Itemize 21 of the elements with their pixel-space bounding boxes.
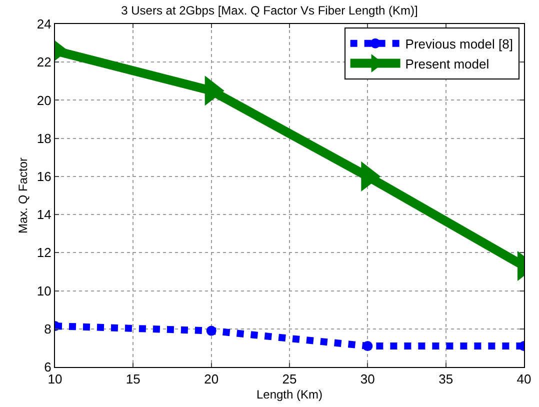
y-tick-label: 12 [36,245,52,260]
y-tick-label: 16 [36,168,52,184]
x-tick-label: 20 [204,372,219,387]
x-tick-label: 25 [282,372,297,387]
y-tick-label: 20 [36,92,52,108]
y-axis-title: Max. Q Factor [16,157,30,234]
y-tick-label: 10 [36,283,52,298]
x-tick-label: 35 [438,372,454,387]
y-tick-label: 24 [36,16,52,32]
y-tick-label: 14 [36,207,52,222]
legend-label: Previous model [8] [405,36,513,52]
x-tick-label: 30 [360,372,375,387]
y-tick-label: 22 [36,54,52,70]
x-tick-label: 40 [516,372,532,387]
x-axis-title: Length (Km) [256,388,323,402]
y-tick-label: 18 [36,130,52,146]
x-tick-label: 15 [126,372,140,387]
chart-title: 3 Users at 2Gbps [Max. Q Factor Vs Fiber Length (Km)] [121,4,418,18]
y-tick-label: 8 [44,321,52,336]
y-tick-label: 6 [44,360,52,375]
legend-label: Present model [405,56,490,72]
